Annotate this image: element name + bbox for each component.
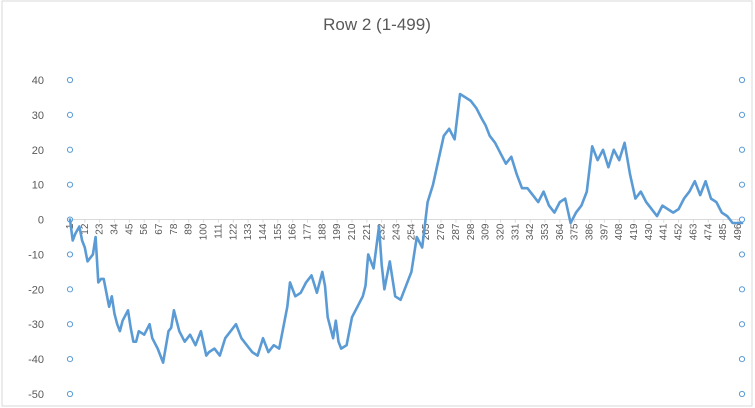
x-tick-label: 122 — [228, 223, 239, 240]
series-line — [68, 92, 744, 364]
x-tick-label: 375 — [570, 223, 581, 240]
x-tick-label: 309 — [481, 223, 492, 240]
y-tick-marker-left — [66, 146, 74, 153]
x-tick-label: 496 — [733, 223, 744, 240]
x-tick-label: 485 — [718, 223, 729, 240]
y-tick-label: 10 — [32, 180, 44, 192]
y-tick-marker-left — [66, 286, 74, 293]
y-tick-marker-left — [66, 181, 74, 188]
x-tick-label: 386 — [585, 223, 596, 240]
y-tick-marker-right — [738, 356, 746, 363]
x-tick-label: 210 — [347, 223, 358, 240]
x-tick-label: 100 — [199, 223, 210, 240]
y-tick-marker-right — [738, 321, 746, 328]
y-tick-label: 40 — [32, 75, 44, 87]
y-tick-label: -40 — [28, 354, 44, 366]
x-tick-label: 232 — [377, 223, 388, 240]
x-tick-label: 78 — [169, 223, 180, 235]
x-tick-label: 188 — [317, 223, 328, 240]
y-tick-marker-right — [738, 111, 746, 118]
x-tick-label: 254 — [406, 223, 417, 240]
y-tick-marker-left — [66, 111, 74, 118]
x-tick-label: 265 — [421, 223, 432, 240]
x-tick-label: 474 — [703, 223, 714, 240]
x-tick-label: 243 — [392, 223, 403, 240]
y-tick-label: -10 — [28, 249, 44, 261]
y-tick-marker-left — [66, 321, 74, 328]
x-tick-label: 430 — [644, 223, 655, 240]
x-tick-label: 419 — [629, 223, 640, 240]
y-tick-marker-left — [66, 76, 74, 84]
x-tick-label: 342 — [525, 223, 536, 240]
x-tick-label: 331 — [510, 223, 521, 240]
x-tick-label: 166 — [288, 223, 299, 240]
x-tick-label: 56 — [139, 223, 150, 235]
y-tick-marker-left — [66, 356, 74, 363]
x-tick-label: 276 — [436, 223, 447, 240]
y-tick-label: 20 — [32, 145, 44, 157]
x-tick-label: 353 — [540, 223, 551, 240]
x-tick-label: 298 — [466, 223, 477, 240]
x-tick-label: 177 — [302, 223, 313, 240]
y-tick-label: 0 — [38, 215, 44, 227]
x-tick-label: 155 — [273, 223, 284, 240]
x-tick-label: 12 — [80, 223, 91, 235]
x-tick-label: 287 — [451, 223, 462, 240]
x-tick-label: 364 — [555, 223, 566, 240]
x-tick-label: 144 — [258, 223, 269, 240]
y-tick-marker-right — [738, 216, 746, 223]
y-tick-label: -50 — [28, 389, 44, 401]
y-tick-marker-left — [66, 251, 74, 258]
x-tick-label: 408 — [614, 223, 625, 240]
y-tick-marker-right — [738, 181, 746, 188]
x-tick-label: 397 — [599, 223, 610, 240]
x-tick-label: 221 — [362, 223, 373, 240]
x-tick-label: 45 — [124, 223, 135, 235]
y-tick-label: -20 — [28, 284, 44, 296]
x-tick-label: 34 — [110, 223, 121, 235]
x-tick-label: 133 — [243, 223, 254, 240]
chart-title: Row 2 (1-499) — [323, 15, 431, 34]
x-tick-label: 23 — [95, 223, 106, 235]
y-tick-label: 30 — [32, 110, 44, 122]
y-tick-marker-right — [738, 286, 746, 293]
x-tick-label: 67 — [154, 223, 165, 235]
x-tick-label: 452 — [674, 223, 685, 240]
x-tick-label: 441 — [659, 223, 670, 240]
x-tick-label: 320 — [495, 223, 506, 240]
x-tick-label: 111 — [213, 223, 224, 239]
y-tick-marker-right — [738, 76, 746, 84]
y-tick-marker-left — [66, 390, 74, 398]
y-tick-label: -30 — [28, 319, 44, 331]
x-tick-label: 463 — [688, 223, 699, 240]
x-tick-label: 199 — [332, 223, 343, 240]
y-tick-marker-right — [738, 390, 746, 398]
y-tick-marker-right — [738, 146, 746, 153]
x-tick-label: 89 — [184, 223, 195, 235]
y-tick-marker-right — [738, 251, 746, 258]
